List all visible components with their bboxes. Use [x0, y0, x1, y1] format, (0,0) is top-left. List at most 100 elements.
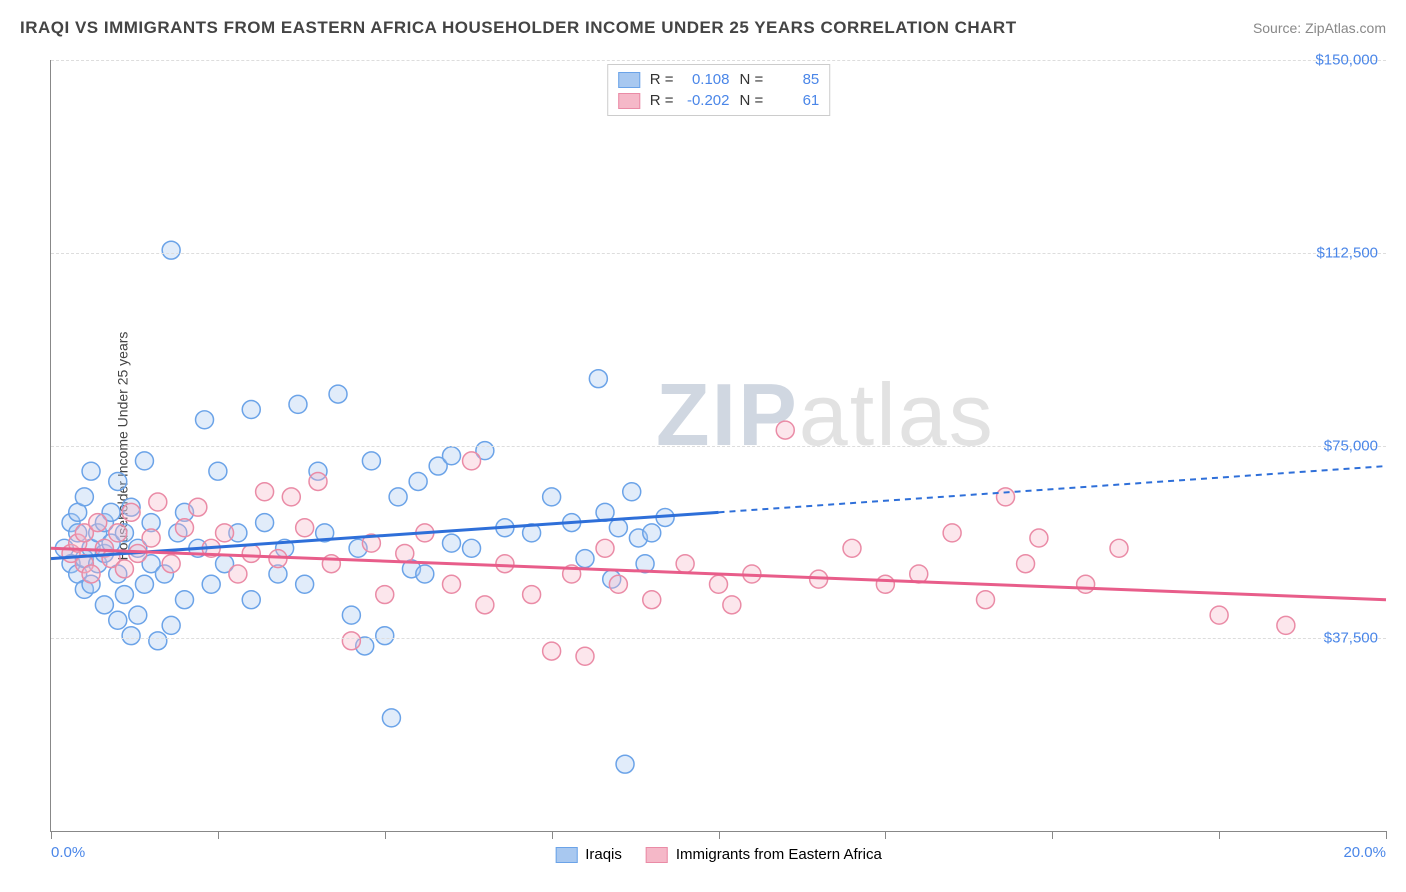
- data-point: [676, 555, 694, 573]
- y-tick-label: $37,500: [1324, 630, 1378, 647]
- x-axis-max-label: 20.0%: [1343, 844, 1386, 861]
- data-point: [89, 514, 107, 532]
- data-point: [643, 524, 661, 542]
- data-point: [362, 452, 380, 470]
- data-point: [1210, 606, 1228, 624]
- data-point: [1277, 616, 1295, 634]
- gridline: [51, 60, 1386, 61]
- data-point: [162, 241, 180, 259]
- data-point: [242, 544, 260, 562]
- data-point: [443, 447, 461, 465]
- data-point: [376, 586, 394, 604]
- data-point: [977, 591, 995, 609]
- data-point: [596, 539, 614, 557]
- chart-container: IRAQI VS IMMIGRANTS FROM EASTERN AFRICA …: [0, 0, 1406, 892]
- data-point: [523, 586, 541, 604]
- x-tick: [885, 831, 886, 839]
- data-point: [463, 452, 481, 470]
- data-point: [122, 627, 140, 645]
- legend-label-0: Iraqis: [585, 846, 622, 863]
- data-point: [543, 642, 561, 660]
- data-point: [416, 565, 434, 583]
- data-point: [1030, 529, 1048, 547]
- data-point: [396, 544, 414, 562]
- x-tick: [218, 831, 219, 839]
- data-point: [329, 385, 347, 403]
- data-point: [710, 575, 728, 593]
- x-axis-min-label: 0.0%: [51, 844, 85, 861]
- data-point: [95, 596, 113, 614]
- data-point: [202, 575, 220, 593]
- data-point: [843, 539, 861, 557]
- data-point: [115, 586, 133, 604]
- data-point: [189, 498, 207, 516]
- chart-area: ZIPatlas R = 0.108 N = 85 R = -0.202 N =…: [50, 60, 1386, 832]
- data-point: [229, 565, 247, 583]
- data-point: [75, 488, 93, 506]
- data-point: [609, 519, 627, 537]
- data-point: [997, 488, 1015, 506]
- data-point: [543, 488, 561, 506]
- data-point: [109, 524, 127, 542]
- data-point: [443, 575, 461, 593]
- legend-series: Iraqis Immigrants from Eastern Africa: [555, 846, 882, 863]
- data-point: [135, 575, 153, 593]
- x-tick: [385, 831, 386, 839]
- data-point: [282, 488, 300, 506]
- data-point: [135, 452, 153, 470]
- data-point: [1077, 575, 1095, 593]
- x-tick: [51, 831, 52, 839]
- title-row: IRAQI VS IMMIGRANTS FROM EASTERN AFRICA …: [20, 18, 1386, 38]
- data-point: [82, 565, 100, 583]
- data-point: [289, 395, 307, 413]
- data-point: [242, 591, 260, 609]
- y-tick-label: $150,000: [1315, 52, 1378, 69]
- data-point: [342, 632, 360, 650]
- data-point: [256, 483, 274, 501]
- legend-item-1: Immigrants from Eastern Africa: [646, 846, 882, 863]
- data-point: [196, 411, 214, 429]
- y-tick-label: $75,000: [1324, 437, 1378, 454]
- data-point: [296, 519, 314, 537]
- data-point: [576, 647, 594, 665]
- data-point: [176, 591, 194, 609]
- x-tick: [552, 831, 553, 839]
- data-point: [776, 421, 794, 439]
- data-point: [496, 555, 514, 573]
- data-point: [122, 503, 140, 521]
- data-point: [576, 550, 594, 568]
- gridline: [51, 253, 1386, 254]
- source-label: Source: ZipAtlas.com: [1253, 20, 1386, 36]
- data-point: [256, 514, 274, 532]
- data-point: [176, 519, 194, 537]
- y-tick-label: $112,500: [1317, 244, 1378, 261]
- data-point: [723, 596, 741, 614]
- data-point: [309, 472, 327, 490]
- x-tick: [1052, 831, 1053, 839]
- data-point: [1017, 555, 1035, 573]
- x-tick: [1219, 831, 1220, 839]
- data-point: [376, 627, 394, 645]
- data-point: [82, 462, 100, 480]
- data-point: [609, 575, 627, 593]
- data-point: [162, 555, 180, 573]
- data-point: [149, 493, 167, 511]
- legend-item-0: Iraqis: [555, 846, 622, 863]
- data-point: [616, 755, 634, 773]
- data-point: [342, 606, 360, 624]
- data-point: [476, 596, 494, 614]
- data-point: [443, 534, 461, 552]
- data-point: [129, 606, 147, 624]
- data-point: [216, 524, 234, 542]
- legend-swatch-b0: [555, 847, 577, 863]
- data-point: [109, 472, 127, 490]
- data-point: [242, 401, 260, 419]
- gridline: [51, 638, 1386, 639]
- regression-line-extrapolated: [719, 466, 1387, 512]
- data-point: [876, 575, 894, 593]
- data-point: [1110, 539, 1128, 557]
- data-point: [209, 462, 227, 480]
- data-point: [109, 611, 127, 629]
- data-point: [149, 632, 167, 650]
- data-point: [463, 539, 481, 557]
